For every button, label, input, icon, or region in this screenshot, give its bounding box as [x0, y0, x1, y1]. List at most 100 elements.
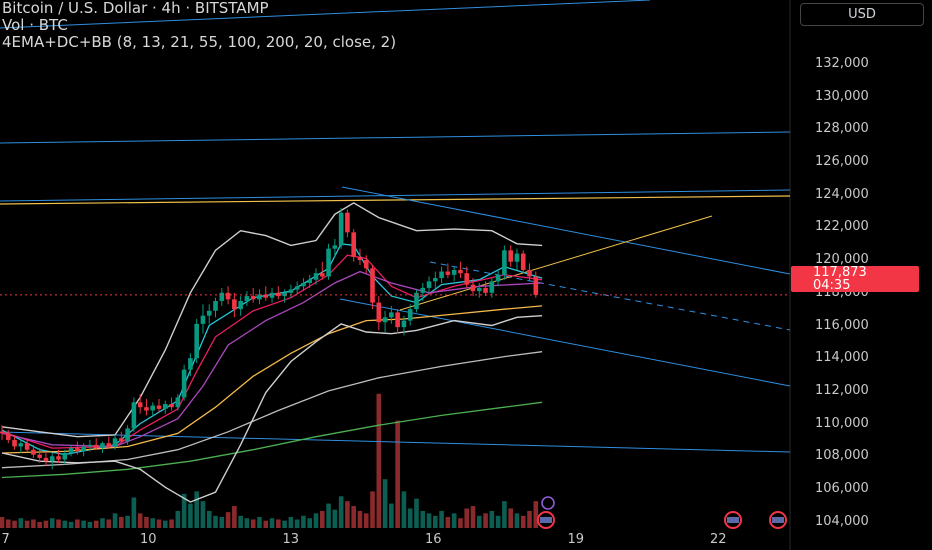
candle-body	[276, 292, 281, 297]
candle-body	[514, 253, 520, 262]
top-trendline	[0, 0, 651, 29]
volume-bar	[175, 510, 181, 528]
price-tick-label: 104,000	[815, 513, 869, 529]
candle-body	[131, 402, 137, 429]
volume-bar	[49, 518, 55, 528]
candle-body	[470, 284, 476, 292]
candle-body	[301, 283, 306, 287]
candle-body	[119, 438, 124, 442]
price-tick-label: 128,000	[815, 121, 869, 137]
price-tick-label: 132,000	[815, 55, 869, 71]
candle-body	[389, 312, 394, 318]
volume-bar	[219, 517, 225, 528]
volume-bar	[326, 503, 331, 528]
volume-bar	[401, 491, 407, 528]
volume-bar	[464, 508, 470, 528]
candle-body	[451, 269, 457, 275]
symbol-title[interactable]: Bitcoin / U.S. Dollar · 4h · BITSTAMP	[2, 0, 269, 17]
candle-body	[502, 250, 507, 275]
volume-bar	[68, 521, 74, 528]
candle-body	[206, 310, 212, 316]
candle-body	[213, 300, 218, 311]
volume-bar	[476, 515, 482, 528]
volume-bar	[370, 491, 375, 528]
currency-button[interactable]: USD	[800, 3, 924, 26]
volume-bar	[188, 503, 193, 528]
volume-bar	[483, 513, 488, 528]
candle-body	[357, 256, 363, 261]
candle-body	[87, 444, 93, 447]
price-tick-label: 122,000	[815, 219, 869, 235]
candle-body	[464, 273, 470, 285]
candle-body	[219, 292, 225, 301]
candle-body	[200, 315, 206, 324]
volume-bar	[18, 518, 24, 528]
candle-body	[263, 294, 269, 298]
candle-body	[49, 456, 55, 462]
candle-body	[62, 453, 68, 460]
price-tick-label: 116,000	[815, 317, 869, 333]
indicator-line-bb-upper	[1, 202, 543, 438]
candle-body	[533, 276, 539, 295]
candle-body	[162, 403, 168, 409]
volume-bar	[232, 506, 237, 528]
volume-bar	[125, 515, 130, 528]
volume-bar	[426, 513, 432, 528]
indicator-line-ema-8	[1, 243, 543, 456]
volume-bar	[213, 515, 218, 528]
volume-bar	[43, 520, 49, 528]
candle-body	[439, 271, 444, 279]
price-tick-label: 110,000	[815, 415, 869, 431]
volume-bar	[363, 513, 369, 528]
price-tick-label: 124,000	[815, 186, 869, 202]
volume-bar	[502, 501, 507, 528]
volume-bar	[181, 493, 187, 528]
volume-bar	[87, 521, 93, 528]
candle-body	[395, 312, 400, 328]
price-tick-label: 108,000	[815, 448, 869, 464]
volume-bar	[169, 519, 174, 528]
candle-body	[37, 454, 42, 458]
volume-legend[interactable]: Vol · BTC	[2, 16, 68, 34]
candle-body	[458, 269, 463, 274]
horizontal-level-line	[0, 195, 791, 205]
indicator-legend[interactable]: 4EMA+DC+BB (8, 13, 21, 55, 100, 200, 20,…	[2, 33, 397, 51]
volume-bar	[106, 519, 112, 528]
candle-body	[382, 317, 388, 323]
economic-event-flag-icon	[772, 517, 784, 523]
candle-body	[445, 271, 451, 275]
volume-bar	[56, 519, 61, 528]
bar-countdown: 04:35	[813, 278, 851, 293]
volume-bar	[332, 509, 338, 528]
candle-body	[433, 278, 438, 282]
economic-event-flag-icon	[769, 511, 787, 529]
candle-body	[56, 456, 61, 460]
candle-body	[125, 428, 130, 442]
candle-body	[169, 403, 174, 408]
volume-bar	[31, 519, 36, 528]
volume-bar	[313, 513, 319, 528]
candle-body	[81, 446, 86, 452]
candle-body	[106, 443, 112, 447]
candle-body	[351, 232, 356, 257]
candle-body	[68, 448, 74, 453]
volume-bar	[194, 491, 199, 528]
volume-bar	[382, 479, 388, 528]
volume-bar	[137, 513, 143, 528]
resistance-trendline-upper	[0, 131, 791, 144]
volume-bar	[489, 510, 495, 528]
volume-bar	[338, 496, 344, 528]
indicator-line-ema-55	[1, 305, 543, 454]
volume-bar	[257, 517, 262, 528]
volume-bar	[345, 501, 350, 528]
volume-bar	[12, 520, 17, 528]
candle-body	[489, 281, 495, 293]
volume-bar	[162, 520, 168, 528]
time-tick-label: 13	[282, 532, 300, 547]
candle-body	[75, 448, 80, 452]
candle-body	[338, 212, 344, 246]
candle-body	[112, 438, 118, 447]
volume-bar	[288, 517, 294, 528]
